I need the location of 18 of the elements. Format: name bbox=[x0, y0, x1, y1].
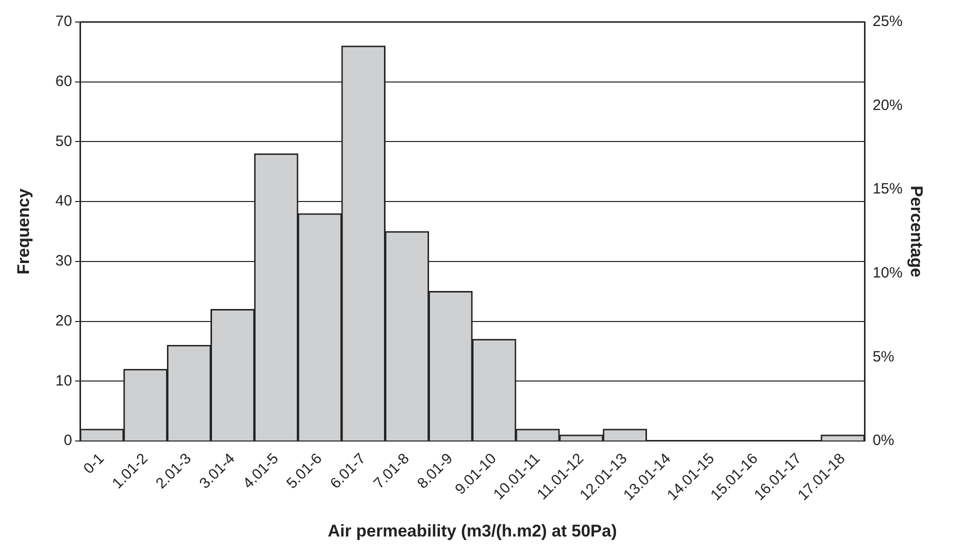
y-tick-label: 20 bbox=[55, 312, 72, 330]
y2-axis-title: Percentage bbox=[907, 186, 926, 278]
y-tick-label: 70 bbox=[55, 13, 72, 30]
y2-tick-label: 15% bbox=[872, 180, 903, 198]
y2-tick-label: 20% bbox=[872, 96, 903, 114]
y-tick-label: 0 bbox=[64, 432, 72, 450]
y-tick-label: 50 bbox=[55, 132, 72, 150]
y-tick-label: 40 bbox=[55, 192, 72, 210]
x-tick-label: 0-1 bbox=[80, 450, 108, 478]
y-axis-title: Frequency bbox=[14, 188, 33, 274]
y-tick-label: 60 bbox=[55, 73, 72, 90]
y2-tick-label: 0% bbox=[872, 432, 894, 450]
x-axis-title: Air permeability (m3/(h.m2) at 50Pa) bbox=[328, 521, 617, 540]
y-tick-label: 10 bbox=[55, 372, 72, 390]
y-tick-label: 30 bbox=[55, 252, 72, 270]
y2-tick-label: 10% bbox=[872, 264, 903, 282]
y2-tick-label: 5% bbox=[872, 348, 894, 366]
y2-tick-label: 25% bbox=[872, 13, 903, 30]
